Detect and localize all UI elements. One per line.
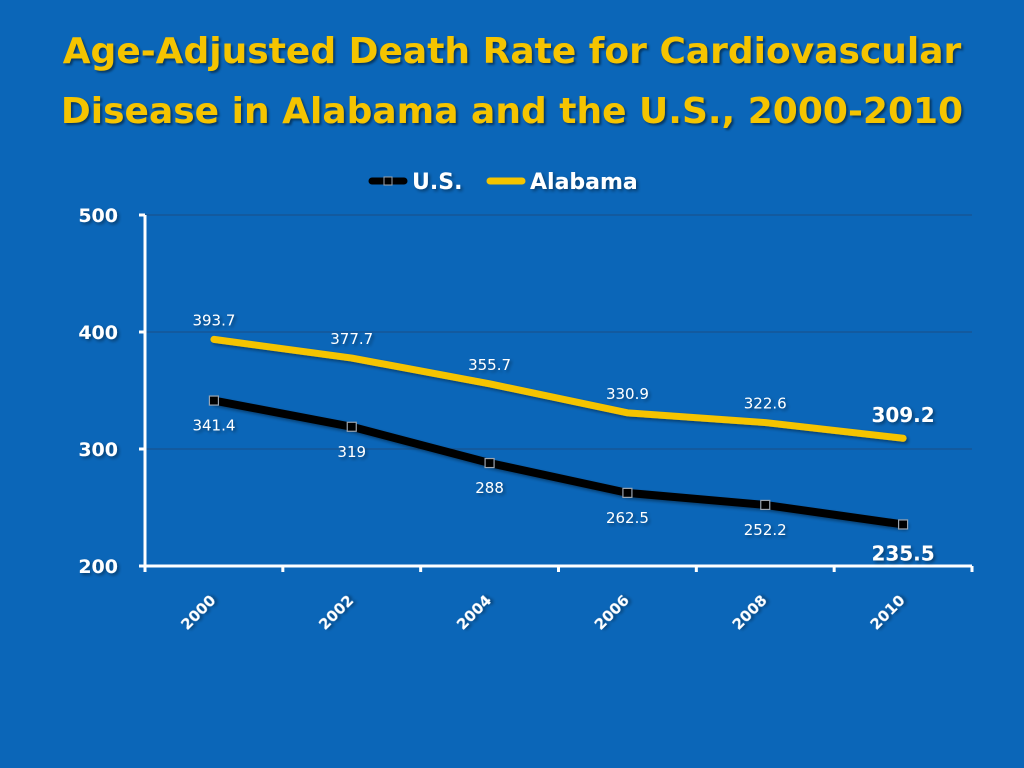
data-point-us-2008 (760, 499, 771, 511)
chart-title-line-1: Age-Adjusted Death Rate for Cardiovascul… (62, 31, 962, 72)
data-label-alabama-2000: 393.7 (192, 311, 235, 329)
x-tick-label-2010: 2010 (866, 591, 908, 633)
x-tick-label-2008: 2008 (729, 591, 771, 633)
y-tick-label-500: 500 (78, 205, 118, 227)
y-tick-label-200: 200 (78, 556, 118, 578)
grid-lines (145, 214, 972, 450)
series-line-alabama (210, 335, 907, 442)
data-point-us-2004 (484, 457, 495, 469)
data-point-us-2000 (208, 395, 220, 406)
legend: U.S. Alabama (368, 170, 638, 195)
data-label-us-2010: 235.5 (871, 541, 934, 565)
x-tick-label-2004: 2004 (453, 591, 495, 633)
data-labels: 393.7 377.7 355.7 330.9 322.6 309.2 341.4 319 28… (192, 311, 934, 565)
x-tick-label-2000: 2000 (177, 591, 219, 633)
data-label-alabama-2010: 309.2 (871, 403, 934, 427)
legend-label-us: U.S. (412, 170, 462, 195)
data-point-us-2010 (897, 519, 909, 530)
legend-marker-us (383, 176, 393, 186)
data-label-us-2002: 319 (337, 443, 366, 461)
data-label-alabama-2008: 322.6 (744, 395, 787, 413)
x-tick-label-2006: 2006 (591, 591, 633, 633)
legend-label-alabama: Alabama (530, 170, 638, 195)
chart-title-line-2: Disease in Alabama and the U.S., 2000-20… (60, 91, 964, 132)
data-label-alabama-2006: 330.9 (606, 385, 649, 403)
y-tick-label-300: 300 (78, 439, 118, 461)
data-label-alabama-2004: 355.7 (468, 356, 511, 374)
data-label-alabama-2002: 377.7 (330, 330, 373, 348)
data-point-us-2006 (622, 487, 633, 498)
data-label-us-2006: 262.5 (606, 509, 649, 527)
data-label-us-2004: 288 (475, 479, 504, 497)
data-point-us-2002 (346, 421, 357, 432)
chart-title: Age-Adjusted Death Rate for Cardiovascul… (0, 22, 1024, 142)
series-lines (208, 335, 909, 530)
y-tick-label-400: 400 (78, 322, 118, 344)
data-label-us-2008: 252.2 (744, 521, 787, 539)
series-line-us (209, 396, 908, 529)
data-label-us-2000: 341.4 (192, 417, 235, 435)
x-tick-label-2002: 2002 (315, 591, 357, 633)
